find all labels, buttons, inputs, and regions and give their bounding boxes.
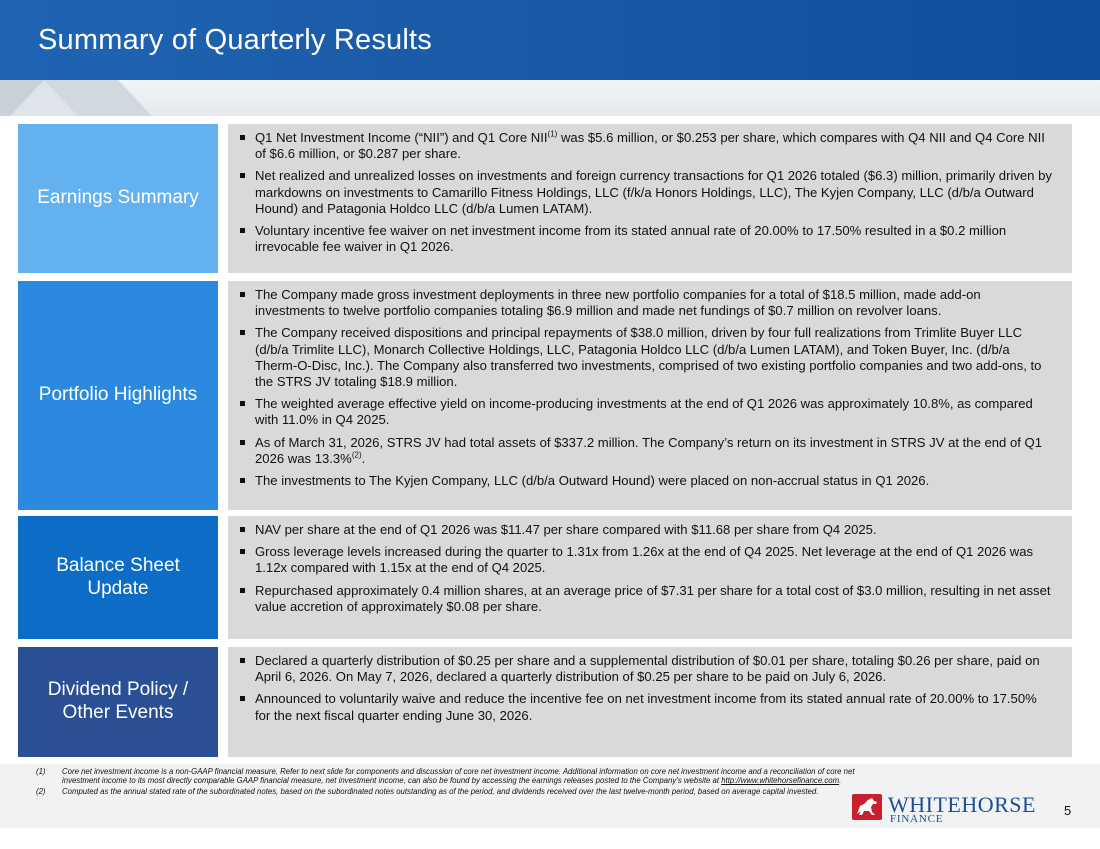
whitehorse-logo: WHITEHORSE FINANCE	[852, 792, 1042, 826]
bullet-item: Gross leverage levels increased during t…	[238, 544, 1054, 576]
section-dividend-policy: Dividend Policy / Other Events Declared …	[18, 647, 1072, 757]
footer-band	[0, 764, 1100, 828]
bullet-item: NAV per share at the end of Q1 2026 was …	[238, 522, 1054, 538]
section-body-earnings-summary: Q1 Net Investment Income (“NII”) and Q1 …	[228, 124, 1072, 273]
footnote-1: (1) Core net investment income is a non-G…	[36, 767, 855, 786]
section-body-portfolio-highlights: The Company made gross investment deploy…	[228, 281, 1072, 510]
bullet-item: Q1 Net Investment Income (“NII”) and Q1 …	[238, 130, 1054, 162]
page-title: Summary of Quarterly Results	[38, 24, 432, 56]
bullet-item: The weighted average effective yield on …	[238, 396, 1054, 428]
section-label-dividend-policy: Dividend Policy / Other Events	[18, 647, 218, 757]
footnote-2: (2) Computed as the annual stated rate of…	[36, 786, 819, 796]
logo-name: WHITEHORSE	[888, 792, 1036, 817]
horse-icon	[852, 794, 882, 820]
header-strip	[0, 80, 1100, 116]
section-label-portfolio-highlights: Portfolio Highlights	[18, 281, 218, 510]
bullet-item: The investments to The Kyjen Company, LL…	[238, 473, 1054, 489]
bullet-item: Declared a quarterly distribution of $0.…	[238, 653, 1054, 685]
page-number: 5	[1064, 803, 1072, 818]
section-label-earnings-summary: Earnings Summary	[18, 124, 218, 273]
section-body-balance-sheet-update: NAV per share at the end of Q1 2026 was …	[228, 516, 1072, 639]
header-bar: Summary of Quarterly Results	[0, 0, 1100, 80]
bullet-item: The Company received dispositions and pr…	[238, 325, 1054, 390]
bullet-item: Repurchased approximately 0.4 million sh…	[238, 583, 1054, 615]
website-link[interactable]: http://www.whitehorsefinance.com	[721, 776, 840, 786]
logo-sub: FINANCE	[890, 813, 944, 825]
header-wedge-decoration	[0, 80, 152, 116]
section-portfolio-highlights: Portfolio Highlights The Company made gr…	[18, 281, 1072, 510]
bullet-item: Voluntary incentive fee waiver on net in…	[238, 223, 1054, 255]
bullet-item: Announced to voluntarily waive and reduc…	[238, 691, 1054, 723]
section-balance-sheet-update: Balance Sheet Update NAV per share at th…	[18, 516, 1072, 639]
bullet-item: The Company made gross investment deploy…	[238, 287, 1054, 319]
section-body-dividend-policy: Declared a quarterly distribution of $0.…	[228, 647, 1072, 757]
section-label-balance-sheet-update: Balance Sheet Update	[18, 516, 218, 639]
bullet-item: As of March 31, 2026, STRS JV had total …	[238, 435, 1054, 467]
section-earnings-summary: Earnings Summary Q1 Net Investment Incom…	[18, 124, 1072, 273]
footnotes: (1) Core net investment income is a non-G…	[36, 767, 856, 797]
bullet-item: Net realized and unrealized losses on in…	[238, 168, 1054, 217]
